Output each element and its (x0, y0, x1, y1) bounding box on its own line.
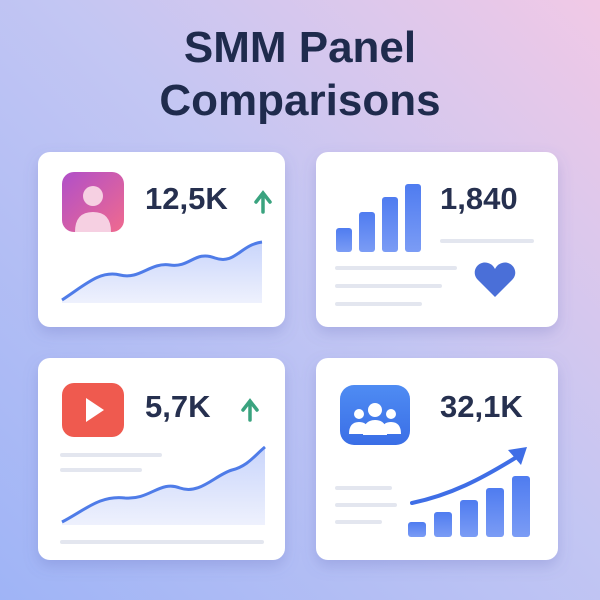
stat: 1,840 (440, 181, 518, 216)
stat: 5,7K (145, 389, 211, 424)
icon-glyph (368, 403, 382, 417)
icon-glyph (349, 422, 401, 434)
up-arrow (254, 190, 272, 214)
icon-glyph (363, 420, 387, 435)
mini-bar (460, 500, 478, 537)
trend-line (61, 445, 266, 524)
stat: 32,1K (440, 389, 523, 424)
mini-bar (382, 197, 398, 252)
up-arrow (241, 398, 259, 422)
mini-bar (434, 512, 452, 537)
icon-glyph (354, 409, 364, 419)
icon-glyph (83, 186, 103, 206)
mini-bar (359, 212, 375, 252)
mini-bar (512, 476, 530, 537)
icon-glyph (75, 212, 111, 232)
stat: 12,5K (145, 181, 228, 216)
icon-glyph (86, 398, 104, 422)
heart-icon (474, 262, 516, 297)
title-line: Comparisons (159, 76, 440, 125)
icon-glyph (386, 409, 396, 419)
card: 32,1K (316, 358, 558, 560)
mini-bar (486, 488, 504, 537)
mini-bar (408, 522, 426, 537)
card: 1,840 (316, 152, 558, 327)
title-line: SMM Panel (184, 23, 416, 72)
mini-bar (336, 228, 352, 252)
trend-line (61, 240, 263, 302)
card: 12,5K (38, 152, 285, 327)
card: 5,7K (38, 358, 285, 560)
growth-arrow (410, 453, 522, 505)
growth-arrow-head (508, 447, 527, 465)
mini-bar (405, 184, 421, 252)
area-fill (62, 447, 265, 525)
